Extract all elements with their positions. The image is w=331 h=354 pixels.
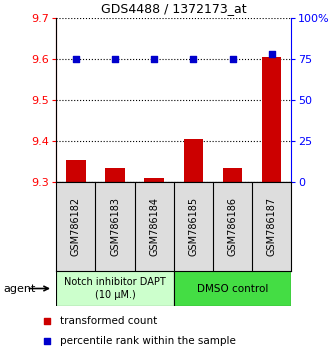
- Point: [73, 56, 78, 62]
- Text: DMSO control: DMSO control: [197, 284, 268, 293]
- Point: [191, 56, 196, 62]
- Bar: [56, 271, 174, 306]
- Point: [152, 56, 157, 62]
- Text: GSM786187: GSM786187: [267, 197, 277, 256]
- Bar: [66, 160, 86, 182]
- Bar: [105, 168, 125, 182]
- Bar: [184, 139, 203, 182]
- Bar: [223, 168, 242, 182]
- Text: GSM786185: GSM786185: [188, 197, 198, 256]
- Point: [230, 56, 235, 62]
- Text: GSM786184: GSM786184: [149, 197, 159, 256]
- Text: Notch inhibitor DAPT
(10 μM.): Notch inhibitor DAPT (10 μM.): [64, 277, 166, 300]
- Text: GSM786183: GSM786183: [110, 197, 120, 256]
- Title: GDS4488 / 1372173_at: GDS4488 / 1372173_at: [101, 2, 247, 15]
- Text: GSM786182: GSM786182: [71, 197, 81, 256]
- Text: GSM786186: GSM786186: [227, 197, 238, 256]
- Point: [113, 56, 118, 62]
- Bar: [174, 271, 291, 306]
- Bar: [144, 178, 164, 182]
- Text: percentile rank within the sample: percentile rank within the sample: [60, 336, 236, 346]
- Text: transformed count: transformed count: [60, 316, 157, 326]
- Text: agent: agent: [3, 284, 36, 293]
- Point: [45, 318, 50, 324]
- Point: [45, 338, 50, 344]
- Point: [269, 51, 274, 57]
- Bar: [262, 57, 281, 182]
